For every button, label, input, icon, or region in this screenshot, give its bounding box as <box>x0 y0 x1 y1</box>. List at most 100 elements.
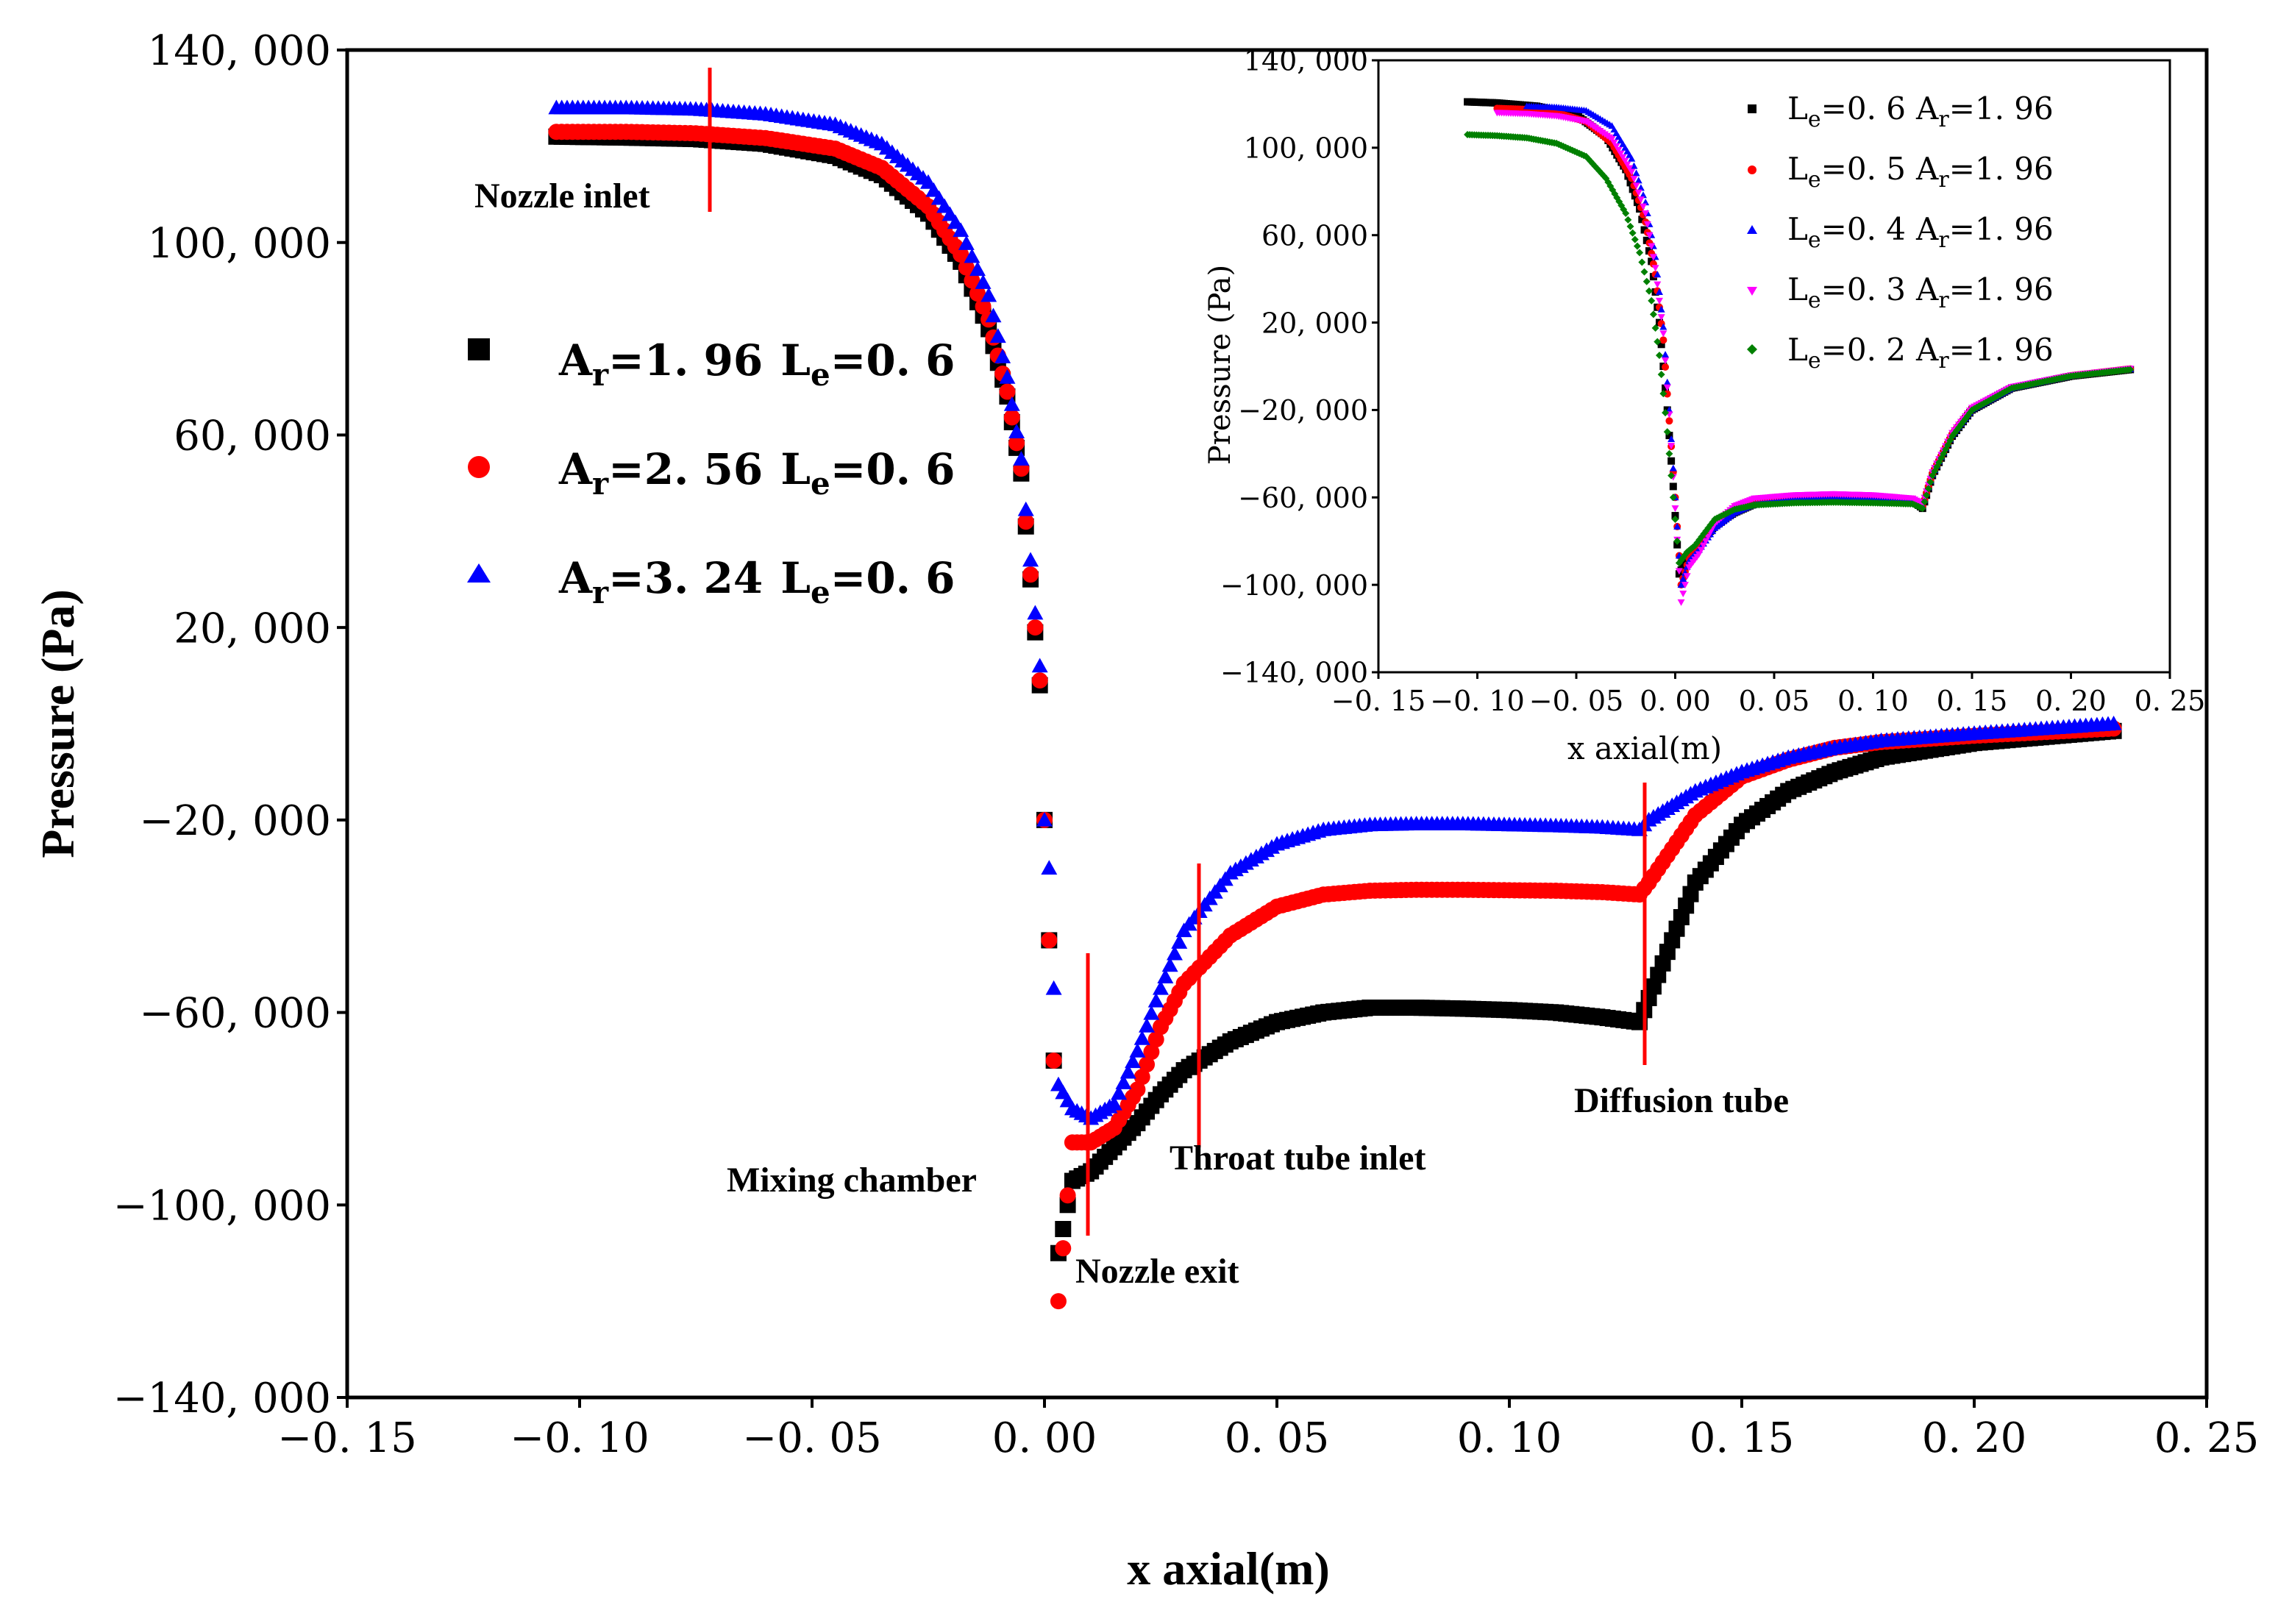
data-point <box>1699 542 1707 549</box>
data-point <box>1667 435 1676 443</box>
data-point <box>1031 658 1048 673</box>
data-point <box>1628 154 1636 162</box>
y-tick-label: 20, 000 <box>1261 307 1368 339</box>
data-point <box>1630 175 1638 182</box>
data-point <box>1679 574 1687 582</box>
data-point <box>1642 210 1650 217</box>
data-point <box>1147 1031 1164 1048</box>
data-point <box>975 298 992 315</box>
data-point <box>1638 216 1646 224</box>
data-point <box>2126 366 2135 374</box>
data-point <box>1630 162 1638 169</box>
data-point <box>1106 1095 1122 1111</box>
data-point <box>1017 501 1034 516</box>
data-point <box>1654 338 1662 346</box>
data-point <box>975 274 992 289</box>
x-tick-label: 0. 00 <box>1640 685 1711 717</box>
data-point <box>969 261 986 277</box>
y-tick-label: 100, 000 <box>148 220 331 268</box>
data-point <box>1654 281 1662 288</box>
x-tick-label: 0. 15 <box>1937 685 2008 717</box>
data-point <box>1003 409 1020 426</box>
data-point <box>1640 191 1648 199</box>
data-point <box>953 222 969 238</box>
data-point <box>985 307 1002 323</box>
data-point <box>1655 297 1663 304</box>
data-point <box>1125 1053 1142 1069</box>
data-point <box>1662 357 1670 365</box>
data-point <box>1669 464 1677 471</box>
data-point <box>1143 1044 1160 1061</box>
data-point <box>1143 1005 1160 1020</box>
y-tick-label: −140, 000 <box>1220 657 1368 689</box>
data-point <box>1008 424 1025 438</box>
data-point <box>989 328 1006 343</box>
data-point <box>1926 478 1934 486</box>
data-point <box>1129 1081 1146 1098</box>
data-point <box>1629 229 1637 237</box>
data-point <box>1133 1030 1150 1045</box>
data-point <box>1681 582 1689 589</box>
data-point <box>1673 522 1681 530</box>
y-tick-label: −100, 000 <box>113 1182 331 1230</box>
data-point <box>1166 945 1183 961</box>
legend-marker-triangle <box>467 563 491 583</box>
series-triangle-points <box>548 99 2122 1125</box>
data-point <box>1679 591 1687 598</box>
data-point <box>1617 150 1625 157</box>
data-point <box>958 259 975 276</box>
data-point <box>1623 161 1631 168</box>
data-point <box>1924 485 1932 493</box>
data-point <box>1022 566 1039 583</box>
x-tick-label: −0. 05 <box>1529 685 1624 717</box>
inset-legend-entry-5: Le=0. 2 Ar=1. 96 <box>1787 332 2054 374</box>
data-point <box>2105 716 2122 730</box>
data-point <box>1918 505 1926 513</box>
data-point <box>1649 254 1657 261</box>
data-point <box>1027 619 1044 636</box>
annotation-nozzle-inlet: Nozzle inlet <box>474 177 650 216</box>
data-point <box>1645 232 1654 239</box>
inset-x-ticks: −0. 15 −0. 10 −0. 05 0. 00 0. 05 0. 10 0. 15 0.… <box>1331 672 2205 717</box>
data-point <box>1662 409 1670 417</box>
data-point <box>1667 457 1676 465</box>
data-point <box>1626 165 1634 172</box>
data-point <box>1111 1085 1128 1100</box>
data-point <box>1622 210 1630 217</box>
data-point <box>1677 599 1685 606</box>
inset-x-axis-label: x axial(m) <box>1567 730 1722 766</box>
data-point <box>1615 146 1623 154</box>
data-point <box>1633 242 1641 250</box>
annotation-mixing-chamber: Mixing chamber <box>727 1161 977 1200</box>
y-tick-label: −140, 000 <box>113 1375 331 1422</box>
legend-entry-3: Ar=3. 24 Le=0. 6 <box>558 553 955 610</box>
inset-series-layer <box>1464 98 2135 606</box>
inset-y-ticks: −140, 000 −100, 000 −60, 000 −20, 000 20, 00… <box>1220 45 1378 689</box>
data-point <box>1139 1017 1156 1033</box>
y-tick-label: 140, 000 <box>1244 45 1368 77</box>
x-tick-label: −0. 15 <box>277 1414 416 1462</box>
annotation-throat-tube-inlet: Throat tube inlet <box>1170 1139 1425 1178</box>
x-tick-label: 0. 15 <box>1690 1414 1795 1462</box>
data-point <box>1663 428 1671 436</box>
y-tick-label: −20, 000 <box>139 797 331 845</box>
annotation-diffusion-tube: Diffusion tube <box>1574 1081 1789 1120</box>
x-tick-label: 0. 25 <box>2154 1414 2260 1462</box>
data-point <box>1147 992 1164 1008</box>
data-point <box>1673 537 1681 545</box>
inset-legend-marker-diamond <box>1747 344 1757 355</box>
x-tick-label: 0. 10 <box>1837 685 1909 717</box>
data-point <box>953 246 969 263</box>
data-point <box>1629 185 1637 193</box>
data-point <box>1634 177 1642 184</box>
data-point <box>1634 189 1642 196</box>
data-point <box>1017 513 1034 530</box>
data-point <box>1675 568 1683 575</box>
data-point <box>1662 351 1670 358</box>
region-marker-lines <box>708 68 1647 1236</box>
main-y-axis-label: Pressure (Pa) <box>32 589 84 858</box>
data-point <box>1659 390 1667 398</box>
legend-entry-2: Ar=2. 56 Le=0. 6 <box>558 444 955 502</box>
